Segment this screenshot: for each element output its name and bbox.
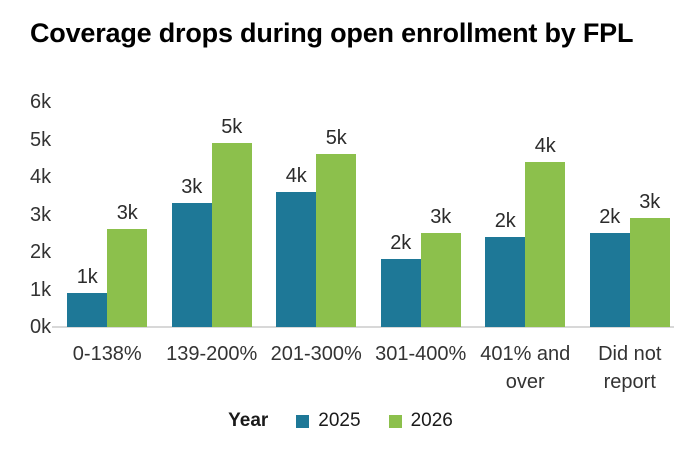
bar-with-label: 2k	[589, 206, 630, 327]
bar-group: 1k 3k	[55, 203, 160, 327]
bar-2026	[525, 162, 566, 327]
bar-with-label: 2k	[380, 232, 421, 327]
bar-group: 4k 5k	[264, 128, 369, 327]
x-category-label: Did not report	[598, 343, 662, 393]
x-axis-line	[52, 326, 674, 328]
bar-with-label: 3k	[171, 176, 212, 327]
legend-item-label: 2025	[318, 410, 361, 431]
bar-with-label: 1k	[67, 266, 108, 327]
y-tick-label: 5k	[30, 128, 52, 151]
bar-value-label: 3k	[430, 206, 452, 228]
bar-2025	[67, 293, 108, 327]
y-tick-label: 6k	[30, 91, 52, 113]
bar-value-label: 4k	[285, 165, 307, 187]
bar-with-label: 3k	[107, 202, 148, 327]
bar-value-label: 2k	[390, 232, 412, 254]
x-category-label: 139-200%	[166, 343, 258, 365]
bar-with-label: 4k	[276, 165, 317, 327]
bar-with-label: 2k	[485, 210, 526, 327]
bar-with-label: 5k	[316, 127, 357, 327]
bar-2026	[107, 229, 148, 327]
bar-with-label: 4k	[525, 135, 566, 327]
bar-group: 2k 4k	[473, 136, 578, 327]
x-axis-labels: 0-138% 139-200% 201-300% 301-400% 401% and o…	[55, 340, 681, 396]
bar-with-label: 3k	[629, 191, 670, 327]
bar-value-label: 3k	[116, 202, 138, 224]
x-category-label: 301-400%	[375, 343, 467, 365]
bar-value-label: 1k	[76, 266, 98, 288]
legend-item-2025: 2025	[296, 410, 361, 432]
legend: Year 2025 2026	[0, 410, 681, 432]
y-tick-label: 4k	[30, 166, 52, 188]
bar-groups: 1k 3k 3k 5k 4k 5k 2k 3k 2k 4k 2k 3k	[55, 102, 681, 327]
bar-group: 3k 5k	[160, 117, 265, 327]
bar-value-label: 4k	[534, 135, 556, 157]
bar-group: 2k 3k	[578, 192, 681, 327]
bar-2026	[420, 233, 461, 327]
bar-with-label: 5k	[211, 116, 252, 327]
bar-2025	[485, 237, 526, 327]
legend-swatch-icon	[296, 414, 310, 428]
bar-2025	[276, 192, 317, 327]
legend-title: Year	[228, 410, 269, 431]
bar-2025	[171, 203, 212, 327]
y-tick-label: 1k	[30, 278, 52, 301]
y-tick-label: 0k	[30, 316, 52, 338]
page-title: Coverage drops during open enrollment by…	[30, 18, 634, 48]
x-category-label: 401% and over	[480, 343, 571, 393]
bar-2026	[629, 218, 670, 327]
legend-swatch-icon	[388, 414, 402, 428]
bar-value-label: 2k	[599, 206, 621, 228]
bar-value-label: 2k	[494, 210, 516, 232]
bar-with-label: 3k	[420, 206, 461, 327]
bar-2025	[380, 259, 421, 327]
bar-value-label: 5k	[221, 116, 243, 138]
chart-plot-area: 0k 1k 2k 3k 4k 5k 6k 1k 3k 3k 5k 4k 5k 2k 3k 2k 4k 2k 3k	[30, 92, 674, 337]
bar-2025	[589, 233, 630, 327]
x-category-label: 0-138%	[72, 343, 142, 365]
y-tick-label: 2k	[30, 241, 52, 263]
bar-value-label: 5k	[325, 127, 347, 149]
bar-value-label: 3k	[639, 191, 661, 213]
y-tick-label: 3k	[30, 203, 52, 226]
legend-items: 2025 2026	[296, 410, 453, 432]
legend-item-label: 2026	[410, 410, 453, 431]
bar-group: 2k 3k	[369, 207, 474, 327]
legend-item-2026: 2026	[388, 410, 453, 432]
bar-2026	[211, 143, 252, 327]
bar-2026	[316, 154, 357, 327]
bar-value-label: 3k	[181, 176, 203, 198]
x-category-label: 201-300%	[270, 343, 362, 365]
